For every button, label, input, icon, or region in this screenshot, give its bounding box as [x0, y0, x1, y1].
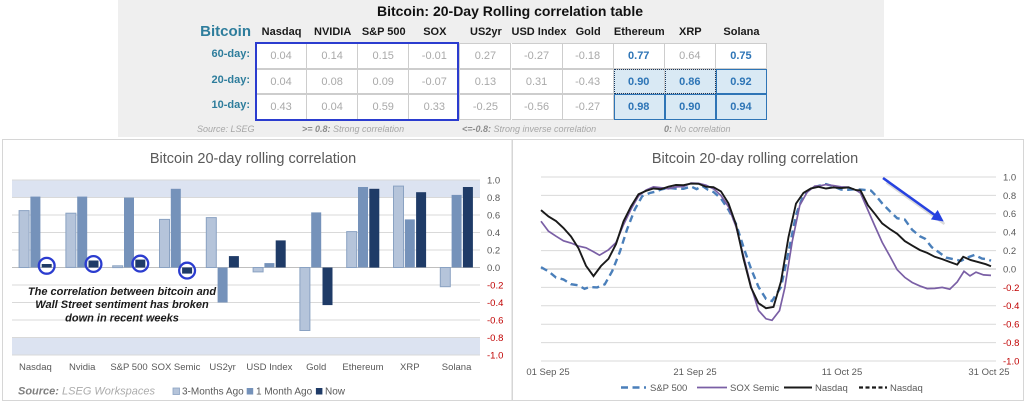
svg-text:Wall Street sentiment has brok: Wall Street sentiment has broken [35, 299, 209, 311]
svg-text:-1.0: -1.0 [487, 350, 503, 361]
svg-text:21 Sep 25: 21 Sep 25 [673, 367, 716, 378]
svg-text:0.4: 0.4 [1003, 228, 1016, 239]
svg-text:Nasdaq: Nasdaq [890, 383, 923, 394]
svg-text:Gold: Gold [306, 362, 326, 373]
svg-text:0.2: 0.2 [1003, 246, 1016, 257]
svg-text:-0.8: -0.8 [487, 333, 503, 344]
svg-text:0.2: 0.2 [487, 245, 500, 256]
svg-text:1 Month Ago: 1 Month Ago [256, 387, 313, 398]
svg-text:-1.0: -1.0 [1003, 356, 1019, 367]
svg-text:-0.2: -0.2 [487, 280, 503, 291]
svg-text:0.0: 0.0 [1003, 264, 1016, 275]
svg-text:-0.2: -0.2 [1003, 283, 1019, 294]
svg-text:-0.6: -0.6 [1003, 320, 1019, 331]
svg-text:Nvidia: Nvidia [69, 362, 96, 373]
svg-text:Ethereum: Ethereum [342, 362, 383, 373]
svg-text:S&P 500: S&P 500 [110, 362, 147, 373]
svg-text:Bitcoin 20-day rolling correla: Bitcoin 20-day rolling correlation [652, 151, 858, 167]
svg-text:down in recent weeks: down in recent weeks [65, 312, 179, 324]
svg-text:-0.4: -0.4 [1003, 301, 1019, 312]
svg-text:S&P 500: S&P 500 [650, 383, 687, 394]
svg-text:XRP: XRP [400, 362, 420, 373]
svg-text:11 Oct 25: 11 Oct 25 [822, 367, 863, 378]
svg-text:1.0: 1.0 [1003, 172, 1016, 183]
svg-text:Solana: Solana [442, 362, 472, 373]
svg-text:SOX Semic: SOX Semic [151, 362, 200, 373]
svg-text:3-Months Ago: 3-Months Ago [182, 387, 244, 398]
svg-text:-0.8: -0.8 [1003, 338, 1019, 349]
svg-text:The correlation between bitcoi: The correlation between bitcoin and [28, 286, 217, 298]
svg-text:Nasdaq: Nasdaq [815, 383, 848, 394]
svg-text:0.6: 0.6 [1003, 209, 1016, 220]
svg-text:0.4: 0.4 [487, 228, 500, 239]
svg-text:SOX Semic: SOX Semic [730, 383, 779, 394]
svg-text:Now: Now [325, 387, 346, 398]
svg-text:Nasdaq: Nasdaq [19, 362, 52, 373]
svg-text:-0.4: -0.4 [487, 298, 503, 309]
svg-text:0.6: 0.6 [487, 210, 500, 221]
svg-text:US2yr: US2yr [209, 362, 235, 373]
svg-text:0.8: 0.8 [1003, 191, 1016, 202]
svg-text:USD Index: USD Index [246, 362, 292, 373]
svg-text:0.0: 0.0 [487, 263, 500, 274]
svg-text:-0.6: -0.6 [487, 315, 503, 326]
svg-text:01 Sep 25: 01 Sep 25 [526, 367, 569, 378]
svg-text:Bitcoin 20-day rolling correla: Bitcoin 20-day rolling correlation [150, 151, 356, 167]
svg-text:31 Oct 25: 31 Oct 25 [968, 367, 1009, 378]
svg-text:1.0: 1.0 [487, 175, 500, 186]
svg-text:Source: LSEG Workspaces: Source: LSEG Workspaces [18, 386, 155, 398]
svg-text:0.8: 0.8 [487, 193, 500, 204]
